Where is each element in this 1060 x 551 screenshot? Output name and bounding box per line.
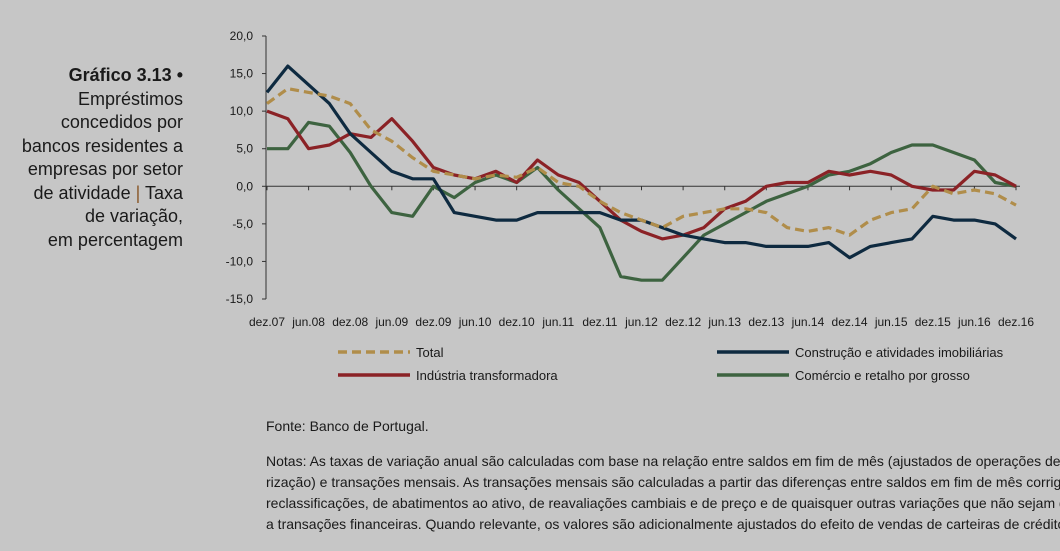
x-tick-label: jun.08 <box>291 315 325 329</box>
series-line-0 <box>266 87 1017 237</box>
x-tick-label: dez.07 <box>249 315 285 329</box>
series-line-3 <box>267 120 1017 282</box>
source-text: Fonte: Banco de Portugal. <box>266 418 429 434</box>
y-tick-label: 15,0 <box>230 67 254 81</box>
y-tick-label: -10,0 <box>226 254 254 268</box>
caption-subtitle-line: de variação, <box>84 206 183 226</box>
x-tick-label: jun.12 <box>624 315 658 329</box>
caption-separator: | <box>135 182 141 203</box>
notes-line: a transações financeiras. Quando relevan… <box>266 516 1060 532</box>
x-tick-label: dez.08 <box>332 315 368 329</box>
y-tick-label: -15,0 <box>226 292 254 306</box>
x-tick-label: dez.12 <box>665 315 701 329</box>
notes-line: reclassificações, de abatimentos ao ativ… <box>266 495 1060 511</box>
caption-bullet: • <box>176 65 183 85</box>
x-tick-label: jun.13 <box>707 315 741 329</box>
x-tick-label: dez.11 <box>582 315 617 329</box>
x-tick-label: dez.16 <box>998 315 1034 329</box>
x-tick-label: dez.14 <box>832 315 868 329</box>
chart-number: Gráfico 3.13 <box>68 65 172 85</box>
x-tick-label: jun.10 <box>458 315 492 329</box>
series-line-2 <box>266 109 1017 241</box>
notes-line: Notas: As taxas de variação anual são ca… <box>266 453 1060 469</box>
x-tick-label: jun.14 <box>791 315 825 329</box>
y-tick-label: 10,0 <box>230 104 254 118</box>
notes-line: rização) e transações mensais. As transa… <box>266 474 1060 490</box>
x-tick-label: dez.15 <box>915 315 951 329</box>
caption-title-line: concedidos por <box>60 112 183 132</box>
notes-block: Fonte: Banco de Portugal. Notas: As taxa… <box>266 416 1060 535</box>
x-tick-label: jun.16 <box>957 315 991 329</box>
x-tick-label: dez.13 <box>748 315 784 329</box>
legend-label: Comércio e retalho por grosso <box>795 368 970 383</box>
legend-label: Construção e atividades imobiliárias <box>795 345 1004 360</box>
x-tick-label: jun.15 <box>874 315 908 329</box>
legend-label: Indústria transformadora <box>416 368 558 383</box>
x-tick-label: dez.09 <box>415 315 451 329</box>
chart-caption: Gráfico 3.13 • Empréstimos concedidos po… <box>0 64 183 252</box>
caption-title-line: bancos residentes a <box>21 135 183 156</box>
caption-title-line: de atividade <box>33 182 131 203</box>
y-tick-label: -5,0 <box>232 217 253 231</box>
x-tick-label: jun.11 <box>541 315 574 329</box>
line-chart: 20,0 15,0 10,0 5,0 0,0 -5,0 -10,0 -15,0 dez.07 ju… <box>226 29 1035 383</box>
caption-subtitle-line: em percentagem <box>47 229 183 250</box>
x-tick-label: jun.09 <box>374 315 408 329</box>
y-tick-label: 0,0 <box>236 179 253 193</box>
y-tick-label: 20,0 <box>230 29 254 43</box>
series-line-1 <box>265 64 1017 260</box>
x-tick-label: dez.10 <box>499 315 535 329</box>
caption-title-line: empresas por setor <box>27 159 183 179</box>
caption-title-line: Empréstimos <box>77 88 183 109</box>
legend-label: Total <box>416 345 444 360</box>
caption-subtitle-line: Taxa <box>144 182 183 203</box>
y-tick-label: 5,0 <box>236 142 253 156</box>
